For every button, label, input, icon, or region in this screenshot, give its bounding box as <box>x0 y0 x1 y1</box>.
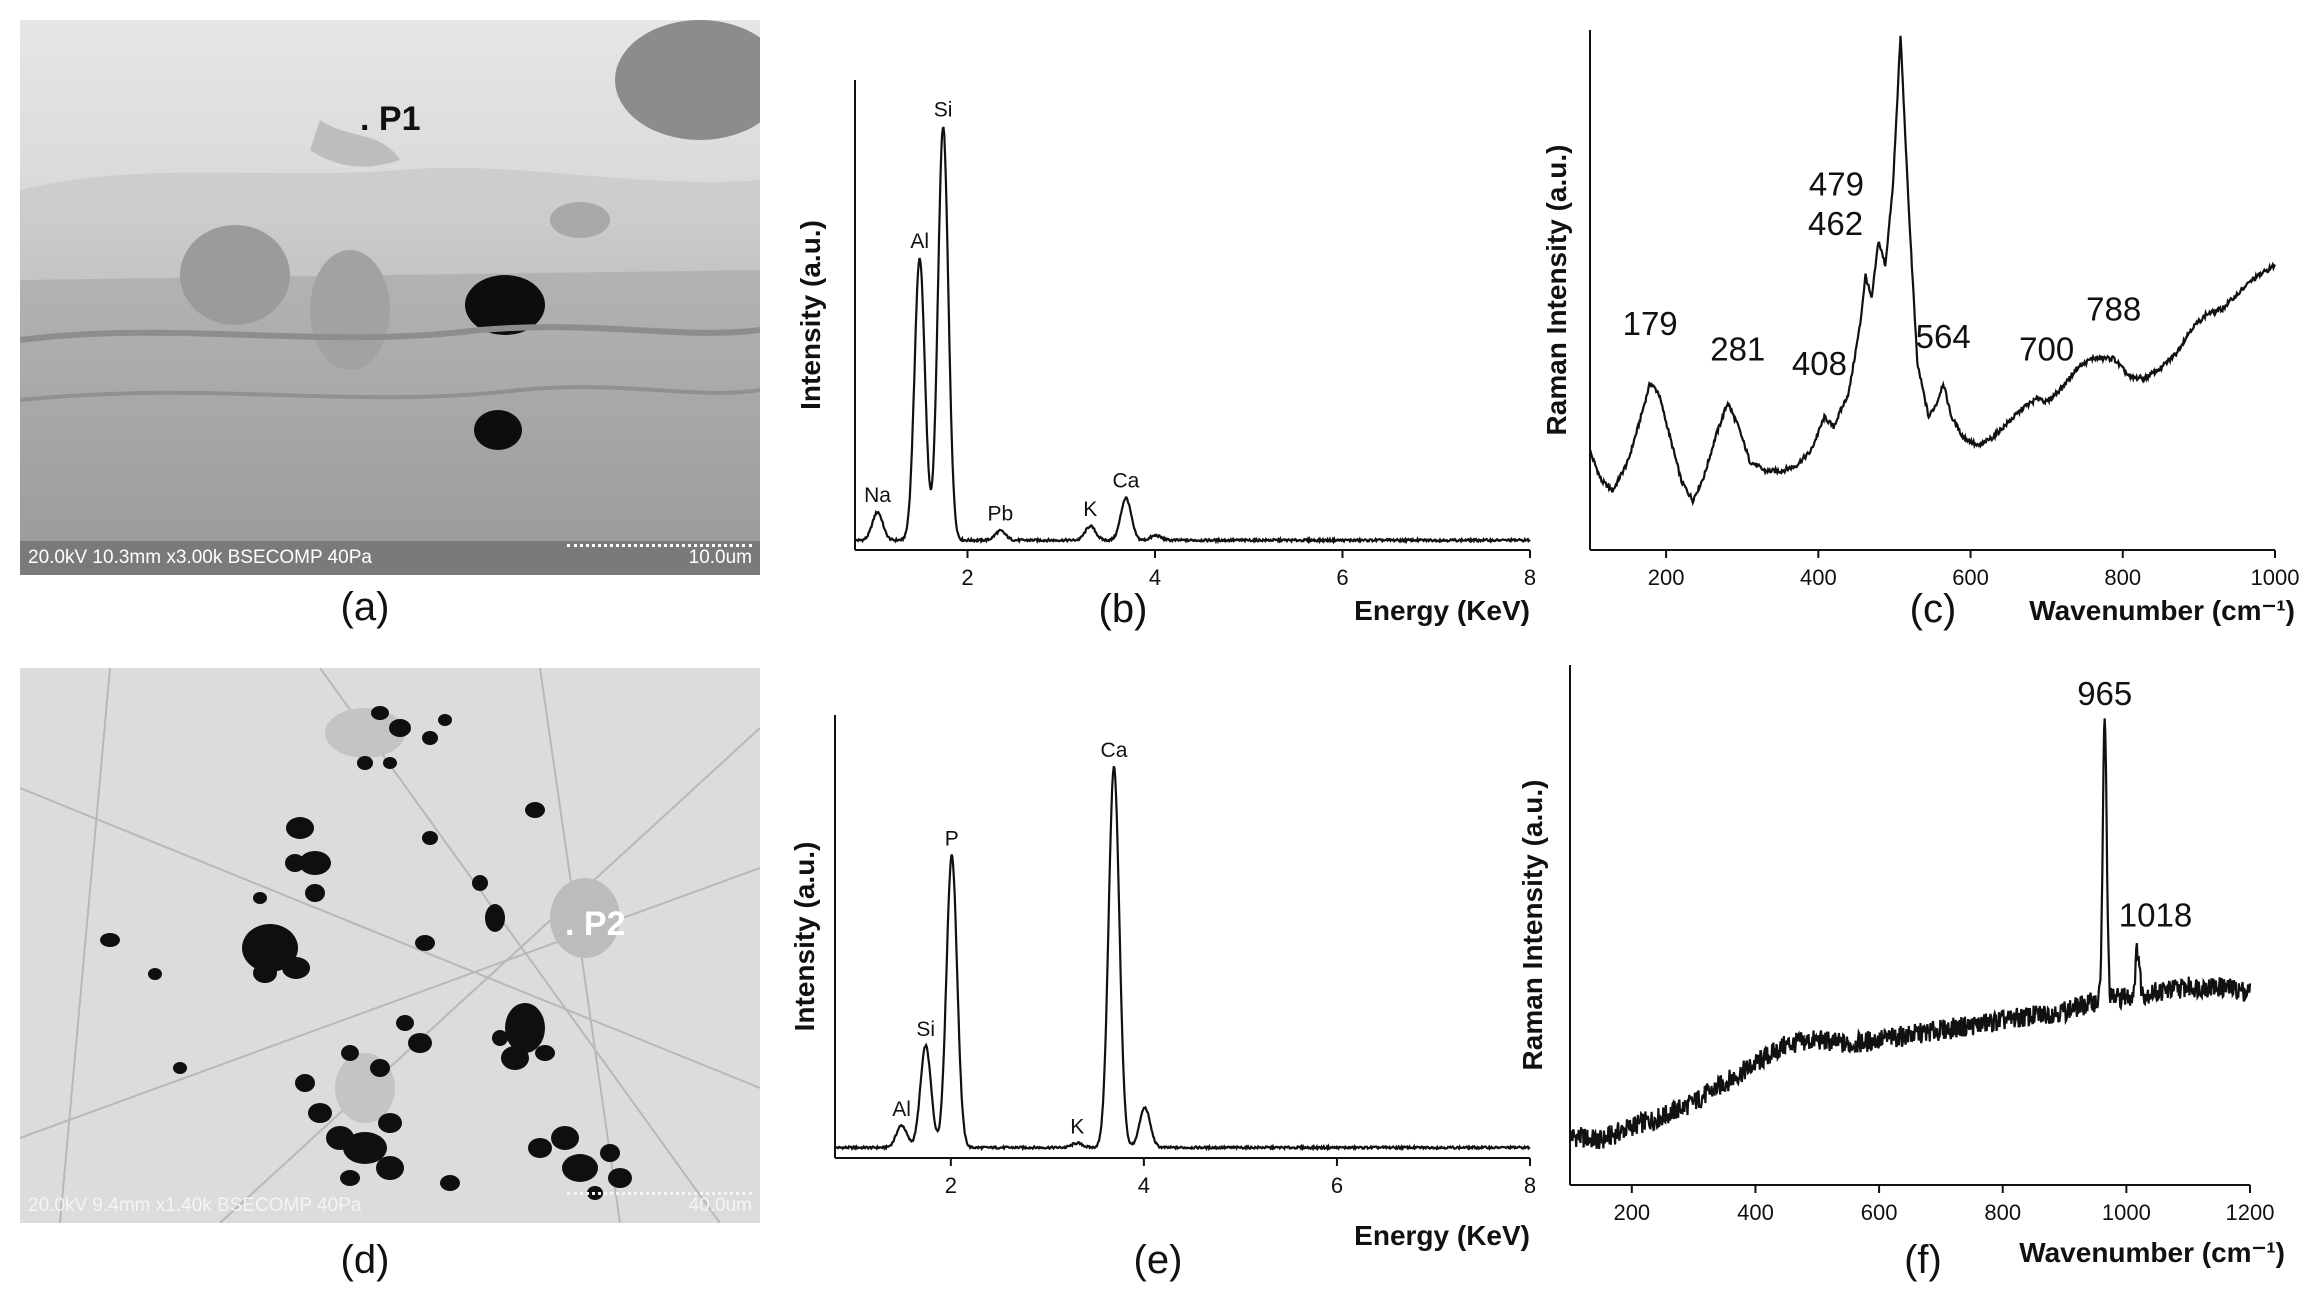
peak-label-k: K <box>1083 498 1097 521</box>
x-tick-label: 600 <box>1861 1200 1898 1225</box>
panel-label-a: (a) <box>340 585 390 629</box>
x-tick-label: 1000 <box>2251 565 2300 590</box>
x-tick-label: 2 <box>961 565 973 590</box>
x-axis-label: Energy (KeV) <box>1354 1220 1530 1251</box>
x-tick-label: 800 <box>2104 565 2141 590</box>
sem-scale-label-a: 10.0um <box>688 547 752 568</box>
raman-spectrum-line <box>1589 35 2276 507</box>
peak-label-p: P <box>945 828 959 851</box>
x-tick-label: 1000 <box>2102 1200 2151 1225</box>
x-tick-label: 400 <box>1800 565 1837 590</box>
x-axis-label: Energy (KeV) <box>1354 595 1530 626</box>
sem-image-a: . P1 20.0kV 10.3mm x3.00k BSECOMP 40Pa 1… <box>20 20 760 575</box>
sem-image-d: . P2 20.0kV 9.4mm x1.40k BSECOMP 40Pa 40… <box>20 668 760 1223</box>
sem-info-a: 20.0kV 10.3mm x3.00k BSECOMP 40Pa <box>28 547 372 568</box>
peak-label-965: 965 <box>2077 675 2132 712</box>
peak-label-408: 408 <box>1792 345 1847 382</box>
panel-label-b: (b) <box>1098 587 1148 631</box>
sem-micrograph-a <box>20 20 760 575</box>
sem-info-d: 20.0kV 9.4mm x1.40k BSECOMP 40Pa <box>28 1195 362 1216</box>
peak-label-564: 564 <box>1916 318 1971 355</box>
peak-label-si: Si <box>916 1018 935 1041</box>
x-axis-label: Wavenumber (cm⁻¹) <box>2029 595 2295 626</box>
x-tick-label: 4 <box>1149 565 1161 590</box>
peak-label-479: 479 <box>1809 166 1864 203</box>
x-tick-label: 800 <box>1984 1200 2021 1225</box>
chart-c-raman-spectrum: 200 400 600 800 1000 Wavenumber (cm⁻¹) Raman I… <box>1541 30 2300 626</box>
chart-e-eds-spectrum: 2 4 6 8 Energy (KeV) Intensity (a.u.) Al Si P K Ca <box>790 715 1536 1251</box>
peak-label-k: K <box>1070 1116 1084 1139</box>
y-axis-label: Raman Intensity (a.u.) <box>1541 145 1572 436</box>
x-tick-label: 6 <box>1336 565 1348 590</box>
x-tick-label: 8 <box>1524 1173 1536 1198</box>
panel-label-d: (d) <box>340 1238 390 1282</box>
panel-label-c: (c) <box>1909 587 1957 631</box>
peak-label-al: Al <box>910 230 929 253</box>
x-tick-label: 8 <box>1524 565 1536 590</box>
peak-label-al: Al <box>892 1098 911 1121</box>
x-tick-label: 600 <box>1952 565 1989 590</box>
chart-f-raman-spectrum: 200 400 600 800 1000 1200 Wavenumber (cm⁻¹) Ram… <box>1520 665 2285 1268</box>
peak-label-1018: 1018 <box>2119 897 2192 934</box>
panel-label-e: (e) <box>1133 1238 1183 1282</box>
chart-b-eds-spectrum: 2 4 6 8 Energy (KeV) Intensity (a.u.) Na Al Si Pb… <box>795 80 1536 626</box>
peak-label-281: 281 <box>1710 330 1765 367</box>
x-tick-label: 4 <box>1138 1173 1150 1198</box>
point-label-p1: . P1 <box>360 100 421 138</box>
peak-label-179: 179 <box>1623 305 1678 342</box>
x-axis-label: Wavenumber (cm⁻¹) <box>2019 1237 2285 1268</box>
peak-label-pb: Pb <box>987 503 1013 526</box>
x-tick-label: 200 <box>1648 565 1685 590</box>
x-tick-label: 400 <box>1737 1200 1774 1225</box>
x-tick-label: 200 <box>1613 1200 1650 1225</box>
sem-micrograph-d <box>20 668 760 1223</box>
sem-scale-label-d: 40.0um <box>688 1195 752 1216</box>
sem-footer-a: 20.0kV 10.3mm x3.00k BSECOMP 40Pa 10.0um <box>20 541 760 575</box>
peak-label-ca: Ca <box>1101 739 1128 762</box>
peak-label-na: Na <box>864 484 891 507</box>
scale-bar-a <box>567 544 752 547</box>
peak-label-si: Si <box>934 98 953 121</box>
sem-footer-d: 20.0kV 9.4mm x1.40k BSECOMP 40Pa 40.0um <box>20 1189 760 1223</box>
raman-spectrum-line <box>1568 718 2252 1150</box>
x-tick-label: 6 <box>1331 1173 1343 1198</box>
spectrum-line <box>834 766 1531 1152</box>
panel-label-f: (f) <box>1904 1238 1942 1282</box>
y-axis-label: Raman Intensity (a.u.) <box>1520 780 1548 1071</box>
peak-label-788: 788 <box>2086 290 2141 327</box>
y-axis-label: Intensity (a.u.) <box>795 220 826 410</box>
x-tick-label: 1200 <box>2226 1200 2275 1225</box>
peak-label-462: 462 <box>1808 205 1863 242</box>
x-tick-label: 2 <box>945 1173 957 1198</box>
point-label-p2: . P2 <box>565 905 626 943</box>
spectrum-line <box>854 126 1531 545</box>
y-axis-label: Intensity (a.u.) <box>790 842 820 1032</box>
peak-label-ca: Ca <box>1113 470 1140 493</box>
peak-label-700: 700 <box>2019 330 2074 367</box>
scale-bar-d <box>567 1192 752 1195</box>
